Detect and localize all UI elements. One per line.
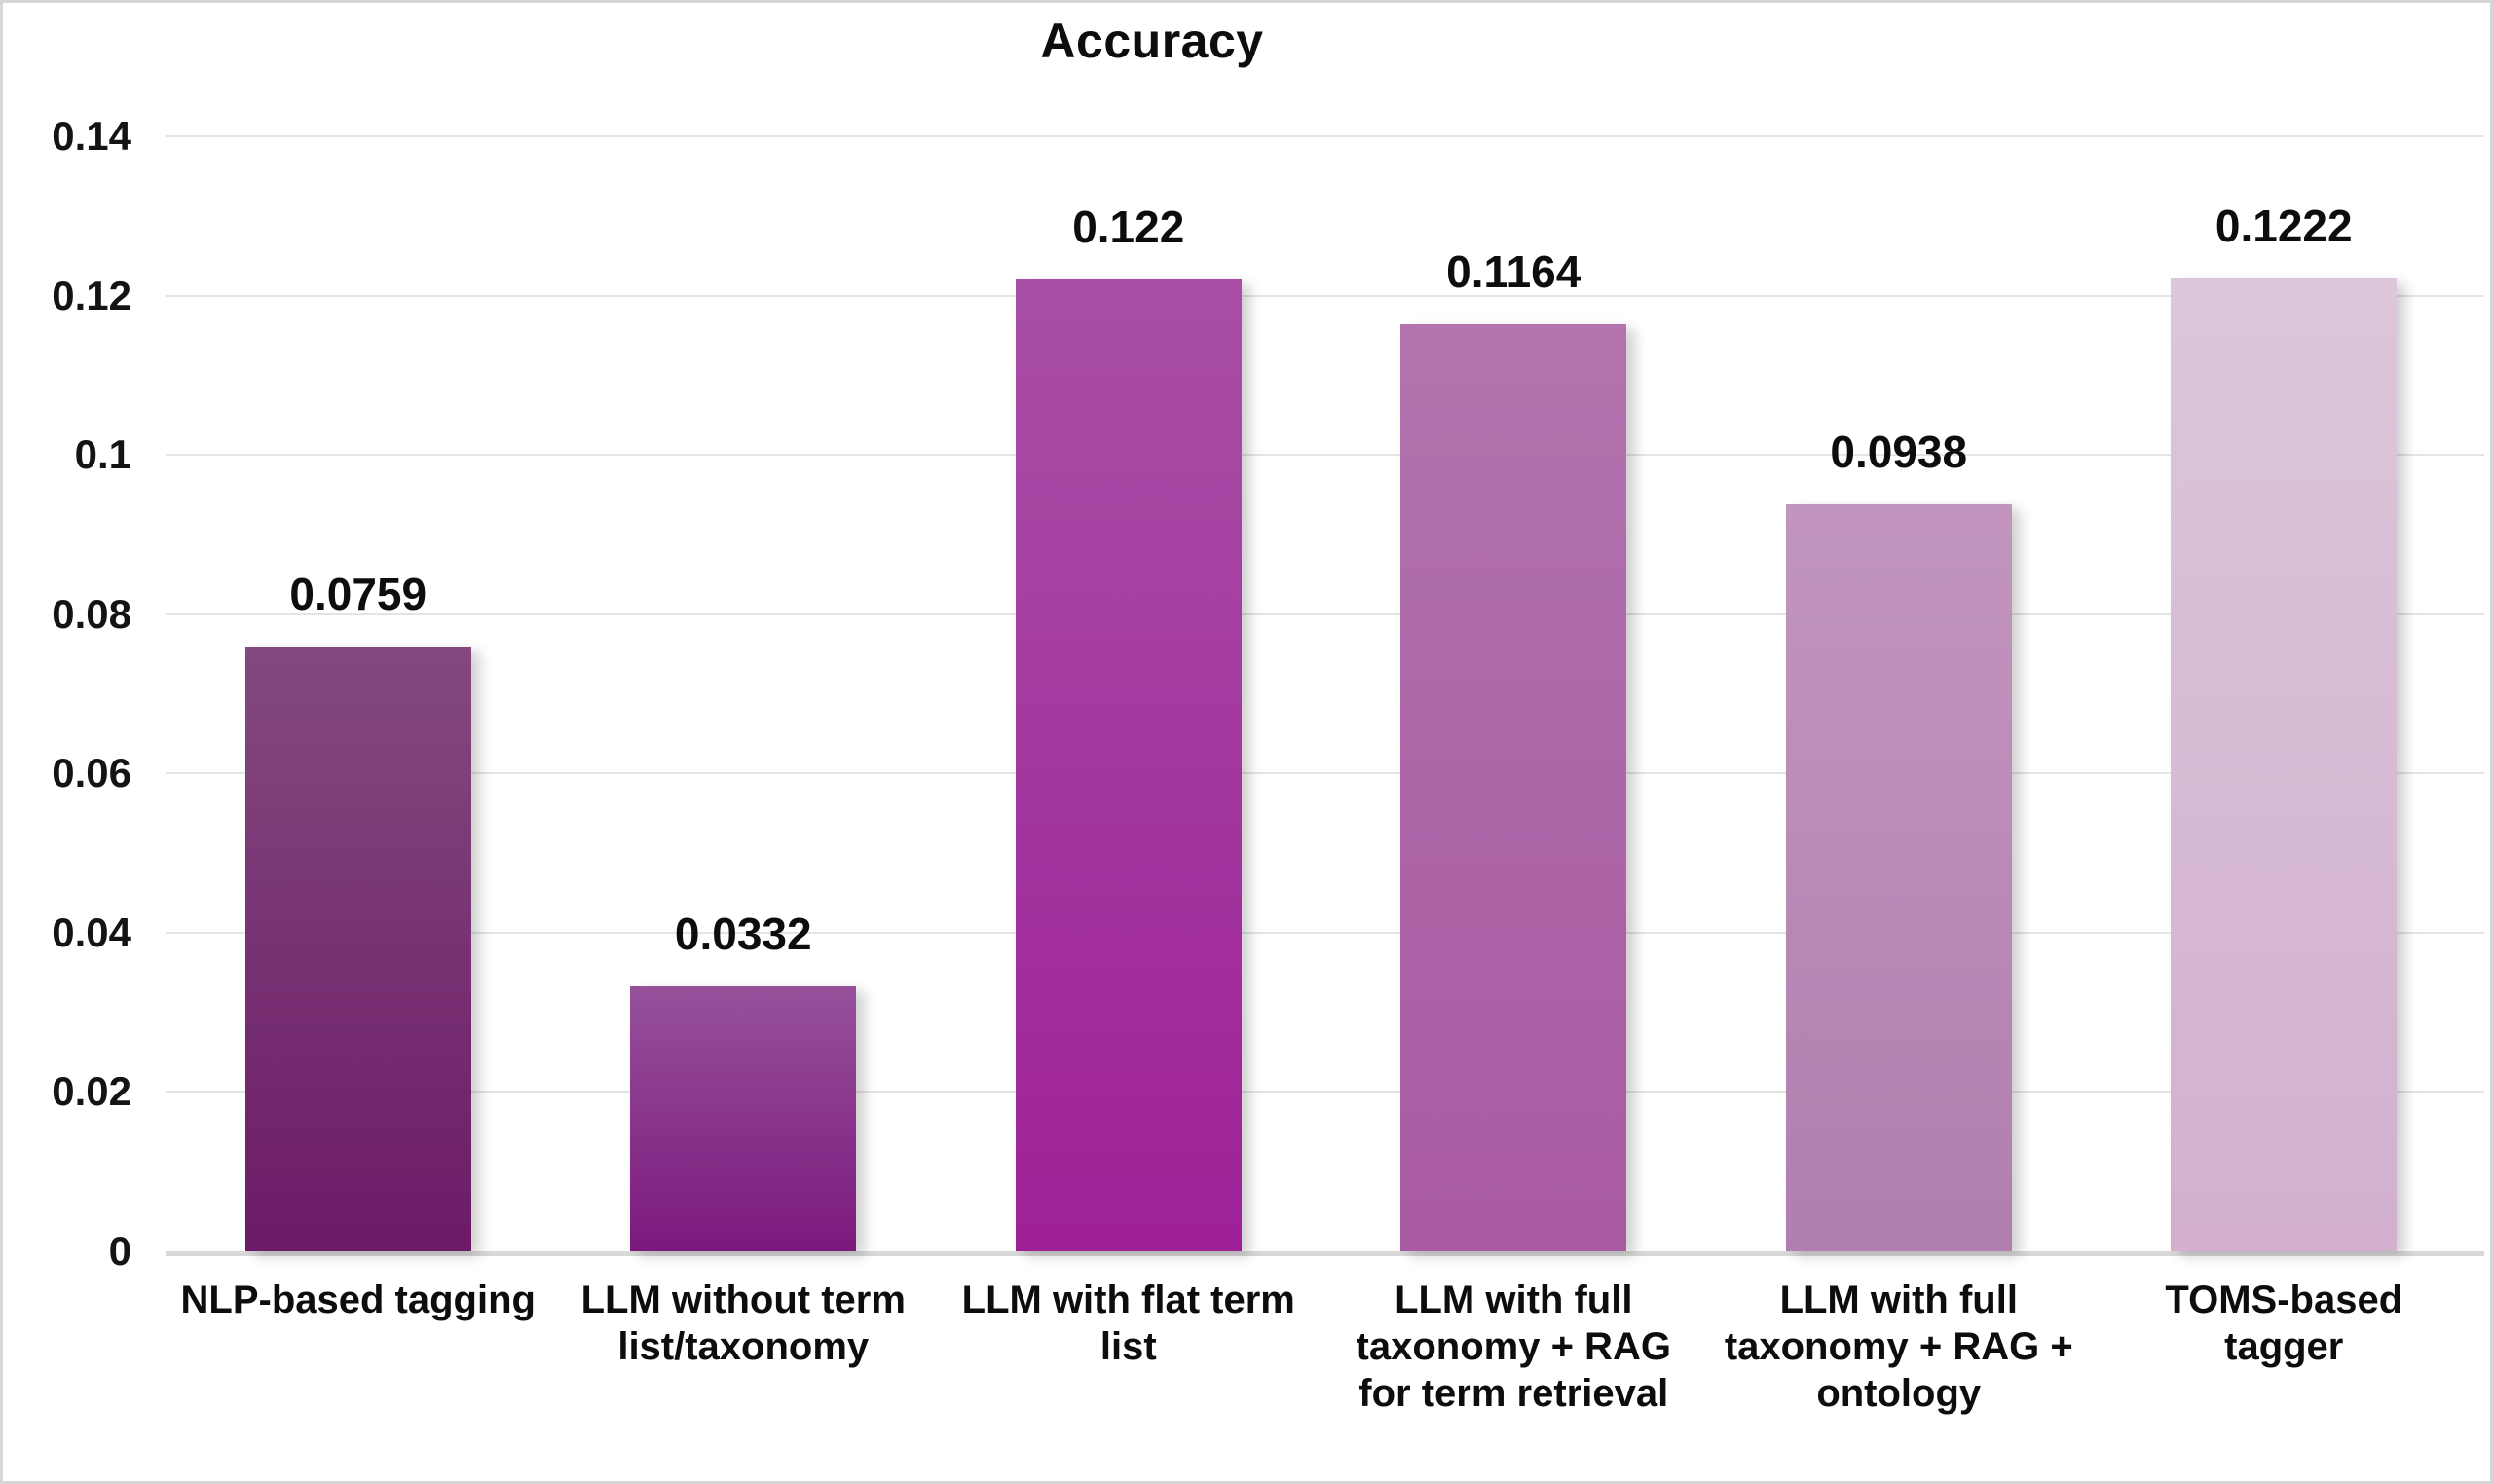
x-axis-label: LLM with full taxonomy + RAG + ontology [1706,1277,2092,1417]
x-axis-label: TOMS-based tagger [2092,1277,2477,1370]
y-tick-label: 0.04 [52,909,131,955]
x-axis-label-line: TOMS-based [2165,1279,2403,1321]
y-tick-label: 0.02 [52,1068,131,1115]
chart-title: Accuracy [1040,14,1264,68]
x-axis-label-line: NLP-based tagging [180,1279,536,1321]
y-tick-label: 0.06 [52,750,131,797]
bar-llm-with-full-taxonomy-rag-for-term-retrieval [1400,324,1627,1251]
x-axis-label-line: for term retrieval [1358,1372,1669,1415]
x-axis-label-line: ontology [1816,1372,1982,1415]
y-tick-label: 0.08 [52,590,131,637]
x-axis-label-line: taxonomy + RAG + [1724,1325,2073,1368]
bar-nlp-based-tagging [244,647,471,1251]
bar-value-label: 0.0759 [289,569,428,620]
bar-value-label: 0.1222 [2214,200,2353,251]
x-axis-label-line: LLM with full [1779,1279,2018,1321]
gridline [166,612,2484,615]
x-axis-label-line: LLM without term [580,1279,906,1321]
bar-value-label: 0.0332 [674,909,812,960]
y-tick-label: 0.14 [52,113,131,159]
x-axis-label: LLM with flat term list [936,1277,1321,1370]
gridline [166,294,2484,297]
y-tick-label: 0.1 [74,431,131,478]
bar-llm-without-term-list-taxonomy [630,986,857,1251]
x-axis-label-line: LLM with full [1395,1279,1633,1321]
x-axis-label: LLM with full taxonomy + RAG for term retr… [1321,1277,1707,1417]
x-axis-label-line: LLM with flat term [961,1279,1295,1321]
bar-value-label: 0.1164 [1446,246,1581,297]
bar-value-label: 0.0938 [1830,426,1968,477]
gridline [166,772,2484,775]
bar-llm-with-full-taxonomy-rag-ontology [1785,503,2012,1251]
x-axis-label-line: list [1099,1325,1157,1368]
x-axis-label: NLP-based tagging [166,1277,551,1323]
bar-toms-based-tagger [2171,278,2398,1251]
gridline [166,931,2484,934]
gridline [166,135,2484,137]
gridline [166,1091,2484,1094]
bar-value-label: 0.122 [1072,202,1185,253]
x-axis-label: LLM without term list/taxonomy [551,1277,937,1370]
gridline [166,454,2484,457]
x-axis-label-line: list/taxonomy [617,1325,870,1368]
x-axis-line [166,1251,2484,1256]
x-axis-label-line: taxonomy + RAG [1356,1325,1671,1368]
x-axis-label-line: tagger [2224,1325,2344,1368]
y-tick-label: 0 [108,1228,131,1274]
bar-llm-with-flat-term-list [1015,279,1242,1251]
y-tick-label: 0.12 [52,272,131,318]
